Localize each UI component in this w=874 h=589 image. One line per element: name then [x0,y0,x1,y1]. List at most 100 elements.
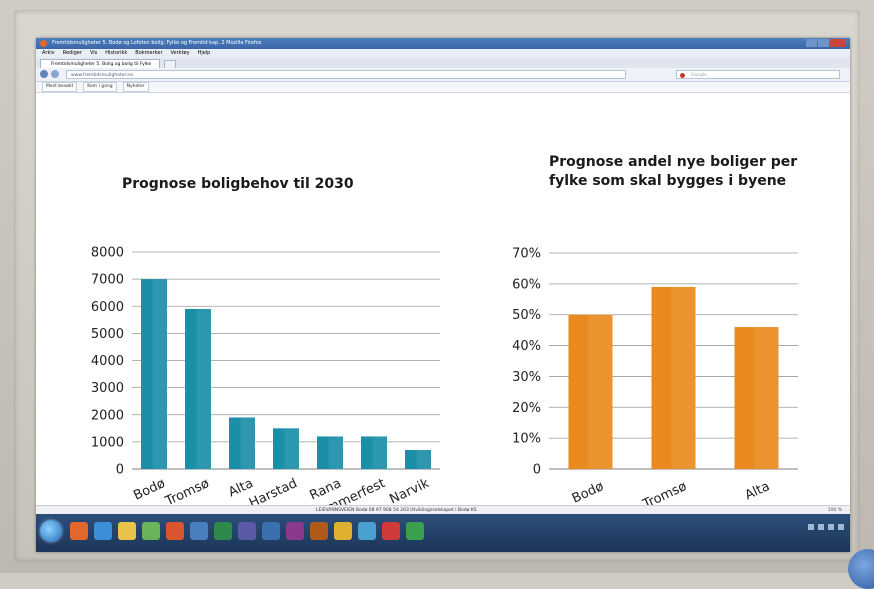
chart-title-line-2: fylke som skal bygges i byene [549,173,786,189]
y-tick-label: 4000 [91,354,124,369]
chart-boligbehov: Prognose boligbehov til 2030 0 1000 2000 30… [91,176,440,505]
menu-item-bokmerker[interactable]: Bokmerker [135,50,163,56]
bar-highlight [152,279,167,469]
start-button-icon[interactable] [40,520,62,542]
menu-item-arkiv[interactable]: Arkiv [42,50,55,56]
window-titlebar: Fremtidsmuligheter 5. Bodø og Lofoten bo… [36,38,850,49]
back-icon[interactable] [40,70,48,78]
bar-highlight [671,286,696,469]
y-tick-label: 7000 [91,273,124,288]
chart-title-line-1: Prognose andel nye boliger per [549,154,797,170]
word-icon[interactable] [190,522,208,540]
firefox-icon [40,40,47,47]
y-tick-label: 0 [116,463,124,478]
bar-bodø [141,279,167,469]
bar-highlight [284,428,299,469]
bar-hammerfest [361,436,387,469]
navigation-bar: www.fremtidsmuligheter.no Google [36,68,850,82]
chart-andel-nye-boliger: Prognose andel nye boliger per fylke som… [512,154,798,505]
y-tick-label: 3000 [91,381,124,396]
maximize-button[interactable] [818,39,829,47]
y-tick-label: 70% [512,247,541,262]
bar-tromsø [185,308,211,469]
bar-narvik [405,450,431,469]
status-bar: LEIEVANNSVEIEN Bodø 08 97 908 54 203 Utv… [36,505,850,515]
app-icon[interactable] [358,522,376,540]
x-tick-label: Alta [743,479,773,503]
y-tick-label: 1000 [91,435,124,450]
tray-icon[interactable] [818,524,824,530]
browser-window: Fremtidsmuligheter 5. Bodø og Lofoten bo… [36,38,850,552]
bar-highlight [416,450,431,469]
menu-item-historikk[interactable]: Historikk [105,50,128,56]
excel-icon[interactable] [214,522,232,540]
folder-icon[interactable] [118,522,136,540]
taskbar-icons [70,522,424,540]
volume-icon[interactable] [838,524,844,530]
chart-title: Prognose boligbehov til 2030 [122,176,354,192]
decorative-orb [848,549,874,589]
bar-highlight [196,308,211,469]
bookmark-nyheter[interactable]: Nyheter [122,82,149,92]
tab-active[interactable]: Fremtidsmuligheter 5. Bolig og bolig til… [40,59,160,68]
bookmark-kom-i-gang[interactable]: Kom i gang [83,82,117,92]
y-tick-label: 50% [512,308,541,323]
x-tick-label: Harstad [247,476,300,505]
y-tick-label: 0 [533,463,541,478]
x-tick-label: Tromsø [162,476,211,505]
bar-tromsø [651,286,696,469]
bookmarks-toolbar: Mest besøkt Kom i gang Nyheter [36,82,850,93]
y-tick-label: 8000 [91,246,124,261]
tray-icon[interactable] [828,524,834,530]
page-content: Prognose boligbehov til 2030 0 1000 2000 30… [36,93,850,505]
bar-highlight [754,327,779,469]
minimize-button[interactable] [806,39,817,47]
bridge-icon[interactable] [334,522,352,540]
bar-highlight [240,417,255,469]
menu-item-hjelp[interactable]: Hjelp [197,50,211,56]
firefox-icon[interactable] [70,522,88,540]
bar-alta [229,417,255,469]
bar-rana [317,436,343,469]
x-tick-label: Tromsø [640,479,689,505]
menu-item-verktoy[interactable]: Verktøy [170,50,190,56]
system-tray [808,524,844,530]
media-icon[interactable] [142,522,160,540]
x-tick-label: Narvik [387,476,432,505]
y-tick-label: 40% [512,339,541,354]
bar-highlight [372,436,387,469]
x-tick-label: Bodø [570,479,606,505]
indesign-icon[interactable] [286,522,304,540]
charts-canvas: Prognose boligbehov til 2030 0 1000 2000 30… [91,154,798,505]
x-tick-label: Bodø [131,476,167,504]
url-input[interactable]: www.fremtidsmuligheter.no [66,70,626,79]
bar-highlight [328,436,343,469]
zoom-level: 100 % [827,508,842,513]
app-icon[interactable] [238,522,256,540]
pdf-icon[interactable] [382,522,400,540]
bar-alta [734,327,779,469]
status-text: LEIEVANNSVEIEN Bodø 08 97 908 54 203 Utv… [316,508,477,513]
bar-harstad [273,428,299,469]
y-tick-label: 2000 [91,408,124,423]
illustrator-icon[interactable] [310,522,328,540]
bookmark-mest-besokt[interactable]: Mest besøkt [42,82,78,92]
window-title: Fremtidsmuligheter 5. Bodø og Lofoten bo… [52,40,262,46]
y-tick-label: 20% [512,401,541,416]
app-icon[interactable] [406,522,424,540]
y-tick-label: 5000 [91,327,124,342]
forward-icon[interactable] [51,70,59,78]
taskbar [36,514,850,552]
menu-bar: Arkiv Rediger Vis Historikk Bokmerker Ve… [36,49,850,58]
search-input[interactable]: Google [676,70,840,79]
close-button[interactable] [830,39,846,47]
tray-icon[interactable] [808,524,814,530]
menu-item-rediger[interactable]: Rediger [62,50,82,56]
powerpoint-icon[interactable] [166,522,184,540]
tab-bar: Fremtidsmuligheter 5. Bolig og bolig til… [36,58,850,69]
photoshop-icon[interactable] [262,522,280,540]
bar-highlight [588,314,613,469]
menu-item-vis[interactable]: Vis [89,50,98,56]
chrome-icon[interactable] [94,522,112,540]
y-tick-label: 6000 [91,300,124,315]
